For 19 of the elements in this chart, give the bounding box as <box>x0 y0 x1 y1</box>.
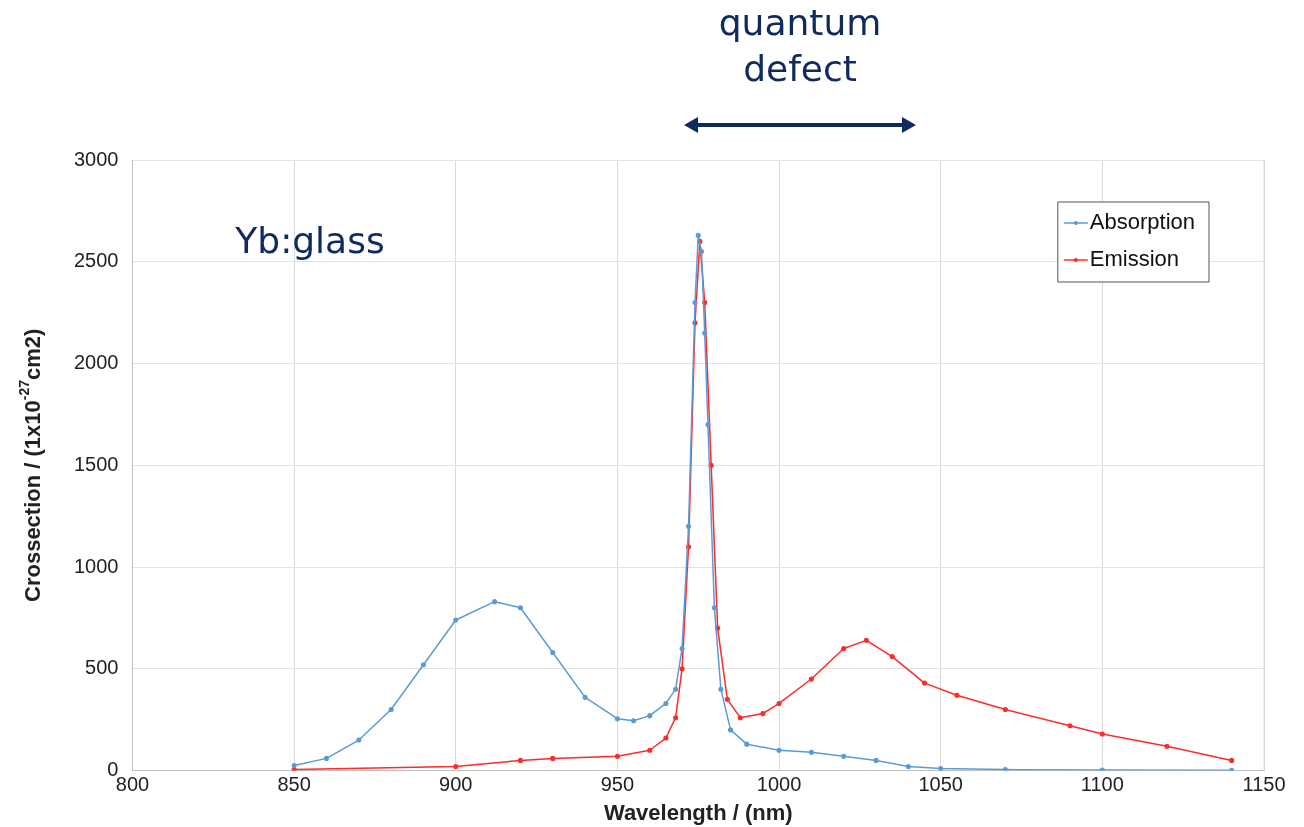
y-tick-label: 2000 <box>73 351 119 374</box>
y-tick-label: 500 <box>85 656 119 679</box>
annotation: Yb:glass <box>234 219 386 263</box>
legend-label: Absorption <box>1089 209 1196 235</box>
text: quantum defect <box>717 1 883 91</box>
y-tick-label: 2500 <box>73 249 119 272</box>
x-tick-label: 1150 <box>1242 773 1286 796</box>
x-tick-label: 950 <box>600 773 635 796</box>
y-tick-label: 3000 <box>73 147 119 170</box>
x-axis-title: Wavelength / (nm) <box>603 799 793 825</box>
y-tick-label: 1500 <box>73 452 119 475</box>
x-tick-label: 1000 <box>756 773 802 796</box>
x-tick-label: 1050 <box>918 773 963 796</box>
y-axis-title: Crossection / (1x10-27cm2) <box>15 328 46 602</box>
x-tick-label: 1100 <box>1080 773 1124 796</box>
x-tick-label: 900 <box>439 773 473 796</box>
legend-label: Emission <box>1089 246 1180 272</box>
x-tick-label: 850 <box>277 773 311 796</box>
y-tick-label: 1000 <box>73 554 119 577</box>
